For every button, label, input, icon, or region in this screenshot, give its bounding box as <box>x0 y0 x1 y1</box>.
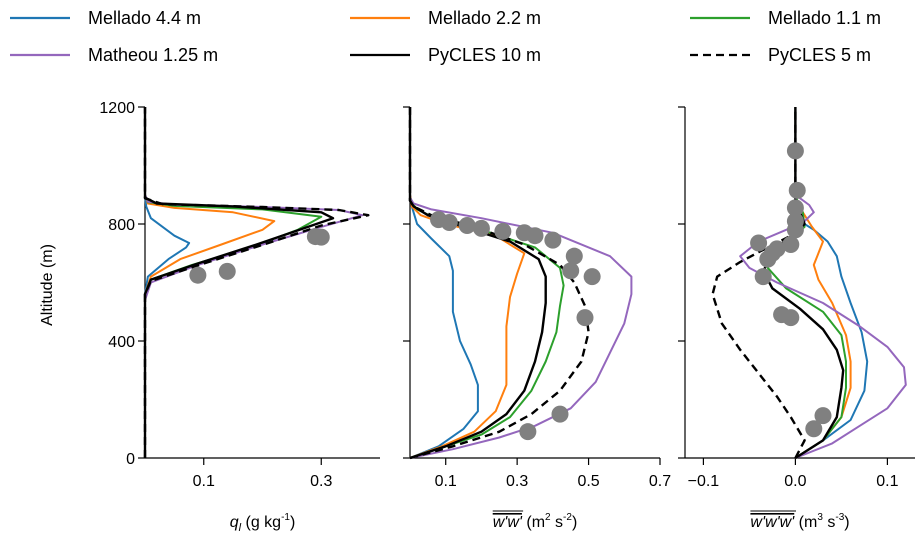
observation-point <box>551 405 569 423</box>
series-line <box>144 107 276 458</box>
observation-point <box>583 268 601 286</box>
panels: 0 400 800 1200 0.1 0.3 ql (g kg-1) 0.1 0.3 0.5 0.7… <box>99 100 915 534</box>
legend-label: Matheou 1.25 m <box>88 45 218 65</box>
panel-www: −0.1 0.0 0.1 w'w'w' (m3 s-3) <box>678 106 915 531</box>
observation-point <box>565 247 583 265</box>
series-line <box>144 107 323 458</box>
series-line <box>766 107 847 459</box>
legend-label: PyCLES 10 m <box>428 45 541 65</box>
y-tick-label: 0 <box>126 451 135 468</box>
y-tick-label: 800 <box>108 217 135 234</box>
observation-point <box>576 309 594 327</box>
legend-label: Mellado 2.2 m <box>428 8 541 28</box>
observation-point <box>312 228 330 246</box>
legend-label: Mellado 4.4 m <box>88 8 201 28</box>
panel-ww: 0.1 0.3 0.5 0.7 w'w' (m2 s-2) <box>403 106 671 531</box>
x-tick-label: 0.3 <box>506 473 528 490</box>
series-line <box>739 107 907 459</box>
series-line <box>794 107 869 459</box>
series-line <box>143 107 335 458</box>
x-axis-label: ql (g kg-1) <box>230 512 296 534</box>
series-line <box>409 107 479 459</box>
observation-point <box>759 250 777 268</box>
observation-point <box>472 219 490 237</box>
x-tick-label: −0.1 <box>688 473 720 490</box>
legend-entry: PyCLES 10 m <box>350 45 541 65</box>
observation-point <box>814 407 832 425</box>
observation-point <box>782 309 800 327</box>
observation-point <box>494 222 512 240</box>
y-tick-label: 400 <box>108 334 135 351</box>
x-tick-label: 0.5 <box>577 473 599 490</box>
x-tick-label: 0.3 <box>310 473 332 490</box>
observation-point <box>750 234 768 252</box>
legend: Mellado 4.4 m Mellado 2.2 m Mellado 1.1 m M… <box>10 8 881 65</box>
series-line <box>409 107 526 459</box>
observation-point <box>788 181 806 199</box>
legend-entry: Mellado 4.4 m <box>10 8 201 28</box>
observation-point <box>430 211 448 229</box>
x-tick-label: 0.0 <box>784 473 806 490</box>
legend-entry: Matheou 1.25 m <box>10 45 218 65</box>
observation-point <box>544 231 562 249</box>
x-tick-label: 0.7 <box>649 473 671 490</box>
observation-point <box>786 142 804 160</box>
legend-entry: Mellado 2.2 m <box>350 8 541 28</box>
observation-point <box>754 268 772 286</box>
legend-entry: Mellado 1.1 m <box>690 8 881 28</box>
observation-point <box>782 235 800 253</box>
observation-point <box>786 199 804 217</box>
series-line <box>144 107 191 458</box>
observation-point <box>786 221 804 239</box>
legend-label: PyCLES 5 m <box>768 45 871 65</box>
series-line <box>408 107 590 460</box>
series-line <box>409 107 565 459</box>
y-tick-label: 1200 <box>99 100 135 117</box>
legend-entry: PyCLES 5 m <box>690 45 871 65</box>
panel-ql: 0 400 800 1200 0.1 0.3 ql (g kg-1) <box>99 100 380 534</box>
observation-point <box>458 216 476 234</box>
x-tick-label: 0.1 <box>193 473 215 490</box>
y-axis-label: Altitude (m) <box>39 244 56 326</box>
x-axis-label: w'w'w' (m3 s-3) <box>750 512 849 531</box>
observation-point <box>515 224 533 242</box>
observation-point <box>562 262 580 280</box>
series-line <box>143 107 370 458</box>
observation-point <box>189 266 207 284</box>
x-tick-label: 0.1 <box>435 473 457 490</box>
legend-label: Mellado 1.1 m <box>768 8 881 28</box>
observation-point <box>519 423 537 441</box>
observation-point <box>218 262 236 280</box>
observation-point <box>805 420 823 438</box>
x-tick-label: 0.1 <box>876 473 898 490</box>
series-line <box>144 107 364 458</box>
x-axis-label: w'w' (m2 s-2) <box>493 512 578 531</box>
